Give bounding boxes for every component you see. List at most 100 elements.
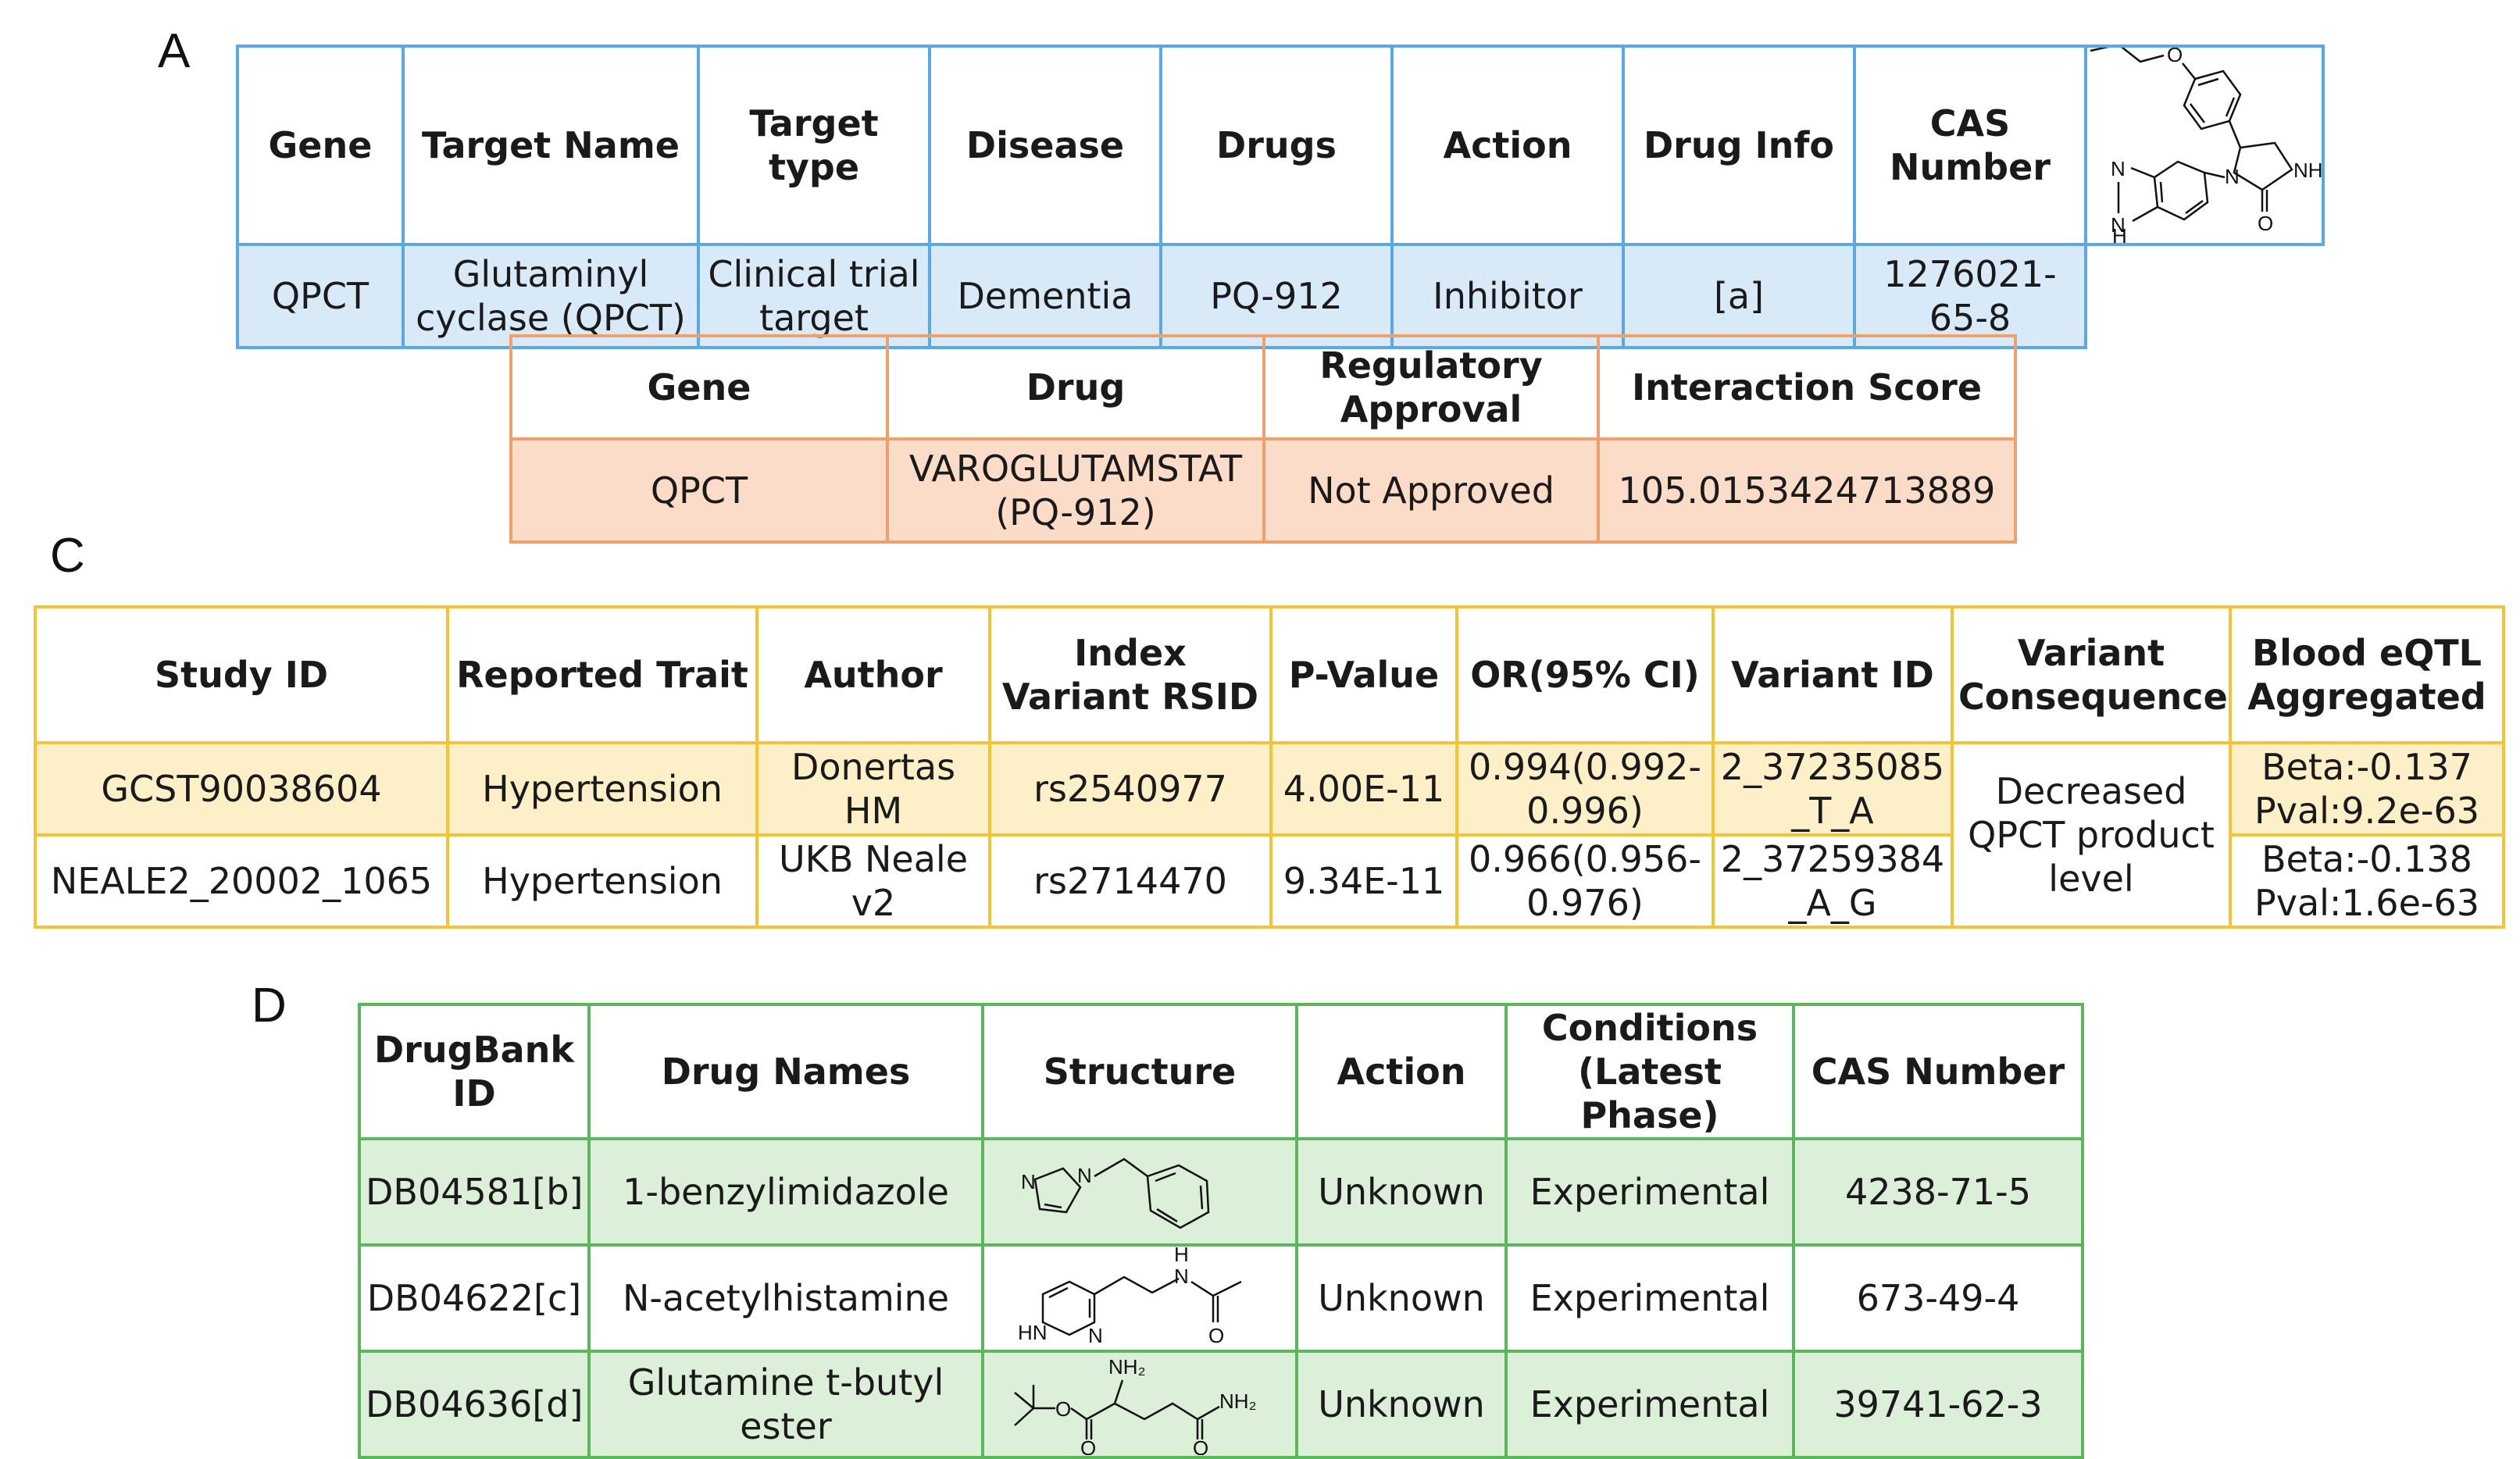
cell-rsid: rs2714470 (988, 833, 1272, 929)
panel-label-d: D (252, 979, 287, 1033)
cell-study-id: GCST90038604 (34, 741, 449, 837)
glutamine-t-butyl-ester-structure: O O NH₂ O NH₂ (981, 1350, 1298, 1459)
cell-drug-info: [a] (1622, 243, 1856, 349)
header-variant-id: Variant ID (1712, 605, 1954, 744)
cell-variant-id: 2_37259384_A_G (1712, 833, 1954, 929)
atom-n2: N (2111, 157, 2126, 180)
table-header-row: Study ID Reported Trait Author Index Var… (34, 605, 2505, 744)
cell-regulatory-approval: Not Approved (1262, 437, 1600, 544)
atom-o2: O (2258, 212, 2273, 235)
header-or-ci: OR(95% CI) (1455, 605, 1715, 744)
cell-author: UKB Neale v2 (755, 833, 991, 929)
cell-phase: Experimental (1505, 1350, 1795, 1459)
header-p-value: P-Value (1269, 605, 1458, 744)
n-acetylhistamine-structure-image: HN N H N O (1018, 1247, 1242, 1347)
cell-cas-number: 39741-62-3 (1792, 1350, 2084, 1459)
header-structure: Structure (981, 1003, 1298, 1140)
cell-drugbank-id: DB04581[b] (358, 1137, 591, 1247)
cell-drug: VAROGLUTAMSTAT (PQ-912) (886, 437, 1265, 544)
header-action: Action (1295, 1003, 1508, 1140)
header-drug: Drug (886, 334, 1265, 441)
cell-drugs: PQ-912 (1159, 243, 1394, 349)
cell-drug-name: 1-benzylimidazole (587, 1137, 984, 1247)
cell-drugbank-id: DB04622[c] (358, 1243, 591, 1353)
atom-o: O (1208, 1324, 1224, 1347)
header-conditions: Conditions (Latest Phase) (1505, 1003, 1795, 1140)
cell-target-name: Glutaminyl cyclase (QPCT) (402, 243, 700, 349)
cell-author: Donertas HM (755, 741, 991, 837)
header-target-type: Target type (697, 45, 931, 246)
cell-gene: QPCT (509, 437, 889, 544)
table-header-row: Gene Target Name Target type Disease Dru… (236, 45, 2325, 246)
glutamine-t-butyl-ester-structure-image: O O NH₂ O NH₂ (1014, 1355, 1257, 1455)
gwas-study-table: Study ID Reported Trait Author Index Var… (34, 605, 2505, 929)
cell-action: Unknown (1295, 1243, 1508, 1353)
drugbank-table: DrugBank ID Drug Names Structure Action … (358, 1003, 2084, 1459)
atom-n2: N (1077, 1164, 1092, 1187)
cell-cas-number: 4238-71-5 (1792, 1137, 2084, 1247)
cell-interaction-score: 105.0153424713889 (1597, 437, 2017, 544)
atom-n3: N (2111, 213, 2126, 237)
atom-o-carbonyl: O (1080, 1436, 1096, 1455)
pq912-structure: O NH N O (2084, 45, 2325, 246)
table-header-row: Gene Drug Regulatory Approval Interactio… (509, 334, 2017, 441)
header-cas-number: CAS Number (1792, 1003, 2084, 1140)
cell-blood-eqtl: Beta:-0.137 Pval:9.2e-63 (2229, 741, 2505, 837)
header-drugbank-id: DrugBank ID (358, 1003, 591, 1140)
atom-hn: HN (1018, 1321, 1048, 1344)
header-action: Action (1390, 45, 1625, 246)
atom-n: N (1174, 1265, 1189, 1288)
n-acetylhistamine-structure: HN N H N O (981, 1243, 1298, 1353)
cell-reported-trait: Hypertension (446, 833, 758, 929)
header-target-name: Target Name (402, 45, 700, 246)
atom-o-ester: O (1055, 1397, 1071, 1421)
atom-h: H (1174, 1247, 1189, 1266)
table-row: QPCT Glutaminyl cyclase (QPCT) Clinical … (236, 243, 2323, 349)
header-author: Author (755, 605, 991, 744)
panel-label-c: C (50, 529, 85, 583)
pq912-structure-image: O NH N O (2090, 49, 2322, 243)
cell-phase: Experimental (1505, 1137, 1795, 1247)
header-interaction-score: Interaction Score (1597, 334, 2017, 441)
cell-or-ci: 0.966(0.956-0.976) (1455, 833, 1715, 929)
cell-phase: Experimental (1505, 1243, 1795, 1353)
cell-blood-eqtl: Beta:-0.138 Pval:1.6e-63 (2229, 833, 2505, 929)
cell-gene: QPCT (236, 243, 405, 349)
cell-disease: Dementia (928, 243, 1162, 349)
cell-p-value: 4.00E-11 (1269, 741, 1458, 837)
cell-drug-name: N-acetylhistamine (587, 1243, 984, 1353)
cell-variant-consequence: Decreased QPCT product level (1951, 741, 2232, 929)
cell-drug-name: Glutamine t-butyl ester (587, 1350, 984, 1459)
header-index-variant-rsid: Index Variant RSID (988, 605, 1272, 744)
atom-nh2-alpha: NH₂ (1108, 1355, 1146, 1379)
benzylimidazole-structure: N N (981, 1137, 1298, 1247)
atom-nh2-amide: NH₂ (1219, 1389, 1257, 1413)
header-drugs: Drugs (1159, 45, 1394, 246)
benzylimidazole-structure-image: N N (1021, 1158, 1210, 1229)
atom-n1: N (1021, 1170, 1036, 1193)
header-study-id: Study ID (34, 605, 449, 744)
header-blood-eqtl: Blood eQTL Aggregated (2229, 605, 2505, 744)
cell-action: Inhibitor (1390, 243, 1625, 349)
cell-reported-trait: Hypertension (446, 741, 758, 837)
header-disease: Disease (928, 45, 1162, 246)
header-reported-trait: Reported Trait (446, 605, 758, 744)
header-drug-info: Drug Info (1622, 45, 1856, 246)
atom-n1: N (2225, 165, 2240, 188)
drug-gene-interaction-table: Gene Drug Regulatory Approval Interactio… (509, 334, 2017, 544)
drug-target-table: Gene Target Name Target type Disease Dru… (236, 45, 2325, 349)
header-drug-names: Drug Names (587, 1003, 984, 1140)
header-regulatory-approval: Regulatory Approval (1262, 334, 1600, 441)
atom-h: H (2112, 224, 2127, 243)
cell-cas-number: 1276021-65-8 (1853, 243, 2087, 349)
cell-rsid: rs2540977 (988, 741, 1272, 837)
atom-nh: NH (2293, 159, 2322, 182)
cell-or-ci: 0.994(0.992-0.996) (1455, 741, 1715, 837)
cell-action: Unknown (1295, 1350, 1508, 1459)
cell-variant-id: 2_37235085_T_A (1712, 741, 1954, 837)
cell-cas-number: 673-49-4 (1792, 1243, 2084, 1353)
table-row: DB04622[c] N-acetylhistamine HN N H N O (358, 1243, 2084, 1353)
cell-action: Unknown (1295, 1137, 1508, 1247)
atom-n-ring: N (1088, 1324, 1103, 1347)
header-cas-number: CAS Number (1853, 45, 2087, 246)
